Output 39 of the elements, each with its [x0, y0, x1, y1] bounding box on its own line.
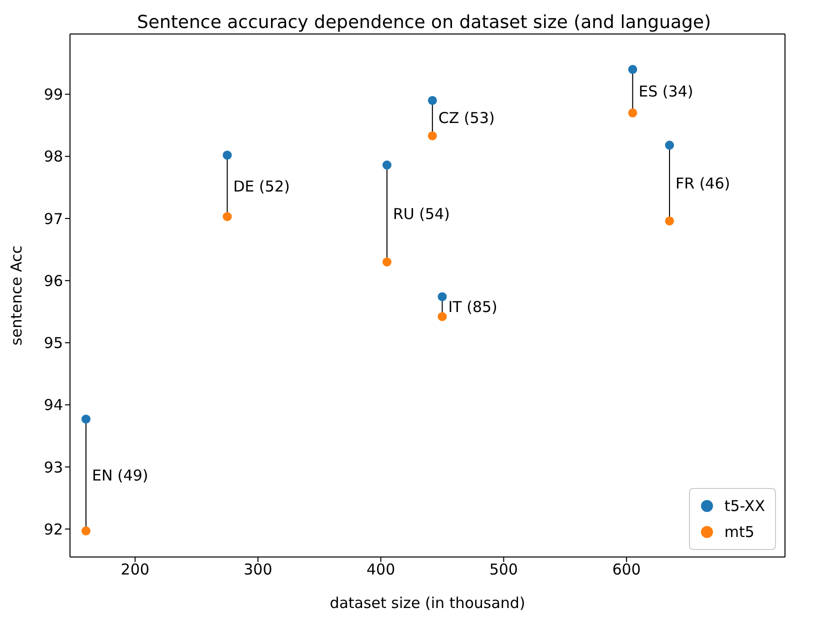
point	[628, 108, 638, 118]
x-tick-label: 300	[244, 560, 272, 579]
point	[665, 140, 674, 150]
y-axis-title: sentence Acc	[7, 246, 26, 346]
point	[81, 526, 90, 536]
point	[428, 96, 437, 105]
annotation: EN (49)	[92, 466, 148, 484]
annotation: RU (54)	[392, 204, 450, 223]
point	[222, 150, 232, 160]
point	[81, 414, 90, 424]
point	[382, 257, 392, 266]
point	[438, 292, 447, 302]
y-tick-label: 97	[44, 210, 63, 228]
point	[428, 131, 437, 140]
y-tick-label: 94	[44, 396, 63, 414]
x-tick-label: 600	[612, 560, 641, 579]
point	[438, 312, 447, 322]
point	[628, 64, 638, 74]
chart-title: Sentence accuracy dependence on dataset size (and language)	[136, 12, 712, 33]
x-tick-label: 200	[120, 560, 150, 579]
legend-label: mt5	[724, 522, 754, 543]
y-tick-label: 99	[44, 86, 63, 104]
annotation: IT (85)	[448, 298, 498, 316]
y-tick-label: 92	[44, 520, 63, 538]
point	[382, 160, 392, 170]
legend-label: t5-XX	[724, 496, 765, 517]
point	[222, 212, 232, 222]
y-tick-label: 98	[44, 148, 63, 166]
y-tick-label: 96	[44, 272, 63, 290]
point	[665, 216, 674, 226]
annotation: CZ (53)	[438, 109, 495, 128]
x-tick-label: 400	[366, 560, 396, 579]
x-axis-title: dataset size (in thousand)	[330, 594, 526, 612]
annotation: DE (52)	[233, 178, 290, 196]
annotation: ES (34)	[638, 82, 694, 100]
y-tick-label: 93	[44, 458, 63, 476]
annotation: FR (46)	[676, 174, 730, 192]
y-tick-label: 95	[44, 334, 63, 352]
x-tick-label: 500	[489, 560, 518, 579]
